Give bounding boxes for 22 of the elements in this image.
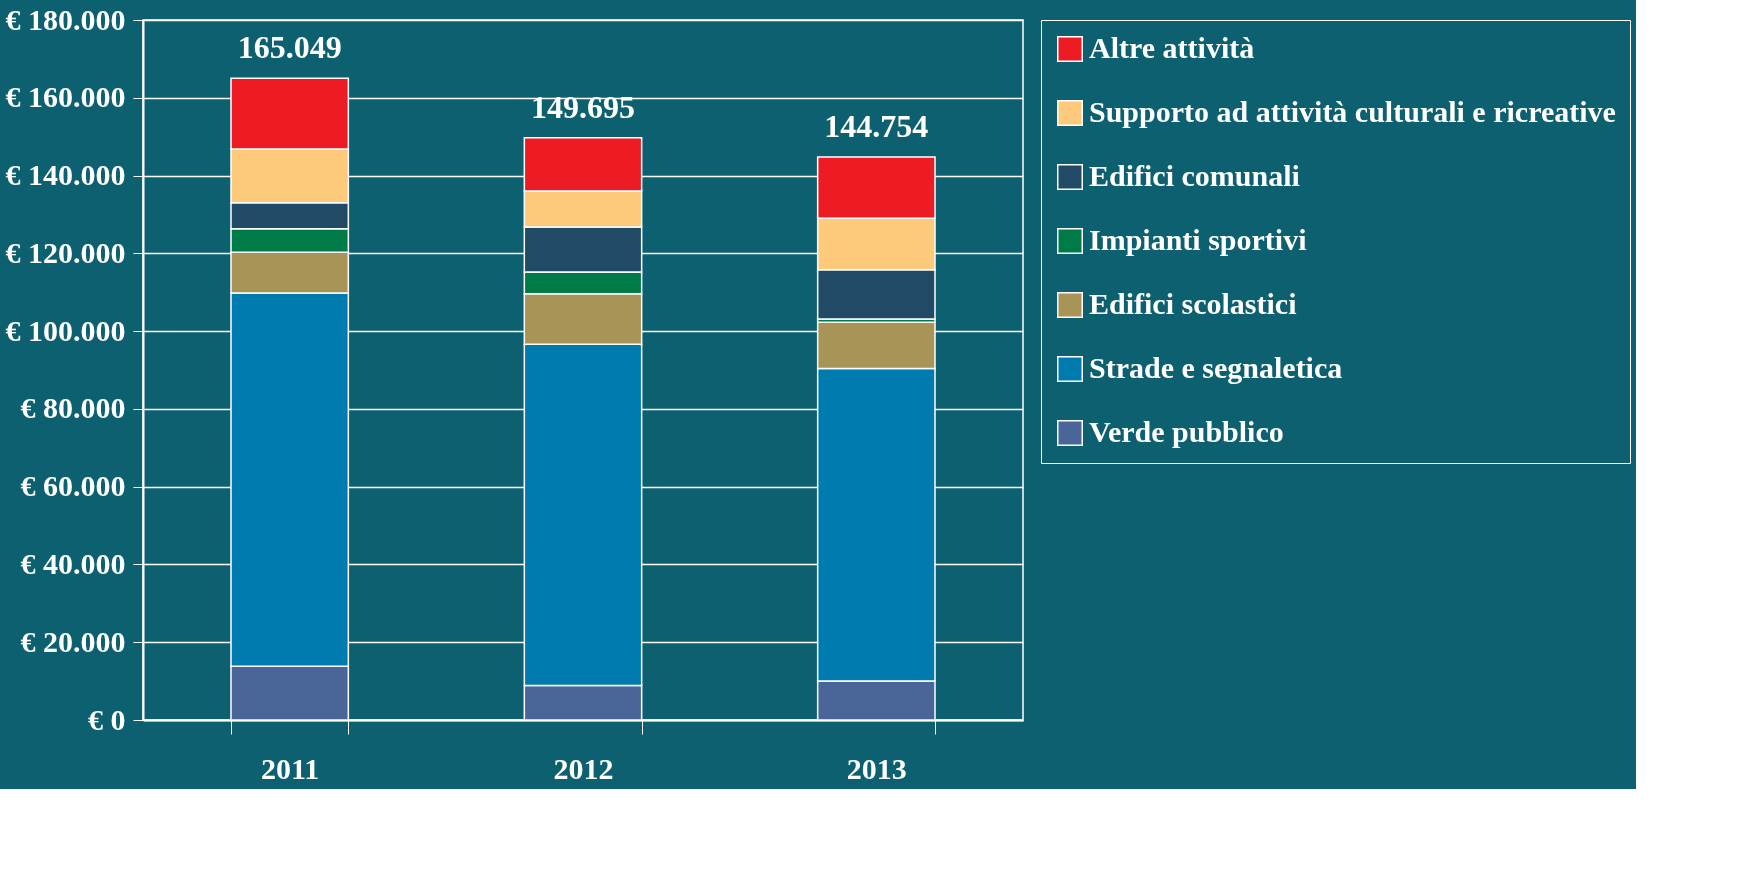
y-tick-label: € 40.000 xyxy=(20,546,126,580)
x-tick-label: 2011 xyxy=(260,751,320,785)
legend-label: Edifici comunali xyxy=(1089,159,1300,192)
x-tick-label: 2013 xyxy=(846,751,907,785)
y-tick-label: € 100.000 xyxy=(5,313,126,347)
y-tick-label: € 80.000 xyxy=(20,391,126,425)
x-tick-label: 2012 xyxy=(553,751,614,785)
legend-label: Verde pubblico xyxy=(1089,415,1284,448)
y-tick-label: € 180.000 xyxy=(5,2,126,36)
total-label: 144.754 xyxy=(824,108,929,145)
legend-label: Edifici scolastici xyxy=(1089,287,1297,320)
y-tick-label: € 140.000 xyxy=(5,158,126,192)
y-tick-label: € 0 xyxy=(88,702,126,736)
legend-label: Supporto ad attività culturali e ricreative xyxy=(1089,95,1616,128)
y-tick-label: € 60.000 xyxy=(20,469,126,503)
legend-label: Strade e segnaletica xyxy=(1089,351,1343,384)
legend-label: Impianti sportivi xyxy=(1089,223,1307,256)
legend-label: Altre attività xyxy=(1089,31,1255,64)
y-tick-label: € 120.000 xyxy=(5,235,126,269)
y-tick-label: € 160.000 xyxy=(5,80,126,114)
total-label: 165.049 xyxy=(237,29,342,66)
y-tick-label: € 20.000 xyxy=(20,624,126,658)
